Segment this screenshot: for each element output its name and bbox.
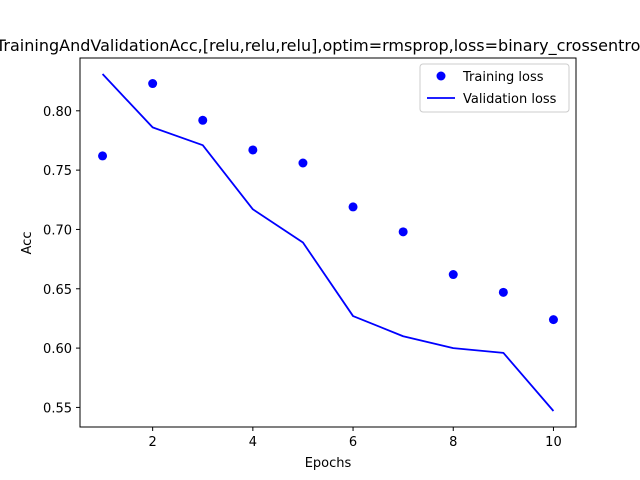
data-point bbox=[348, 202, 358, 212]
data-point bbox=[98, 151, 108, 161]
y-tick-label: 0.70 bbox=[43, 223, 72, 238]
x-tick-label: 6 bbox=[349, 435, 357, 450]
x-axis-label: Epochs bbox=[305, 456, 352, 471]
x-tick-label: 10 bbox=[545, 435, 562, 450]
data-point bbox=[448, 270, 458, 280]
x-tick-label: 8 bbox=[449, 435, 457, 450]
legend-label: Validation loss bbox=[463, 92, 557, 107]
series-line-1 bbox=[101, 73, 555, 412]
legend-marker-swatch bbox=[436, 71, 446, 81]
plot-area bbox=[98, 73, 558, 412]
y-tick-label: 0.60 bbox=[43, 342, 72, 357]
data-point bbox=[148, 79, 158, 89]
x-tick-label: 4 bbox=[249, 435, 257, 450]
axes: 2 4 6 8 10 0.55 0.60 0.65 0.70 0.75 0.80 bbox=[43, 57, 577, 450]
y-tick-label: 0.55 bbox=[43, 401, 72, 416]
y-axis-label: Acc bbox=[20, 232, 35, 255]
data-point bbox=[498, 287, 508, 297]
legend: Training loss Validation loss bbox=[419, 63, 570, 113]
plot-frame bbox=[79, 57, 577, 428]
x-tick-label: 2 bbox=[149, 435, 157, 450]
y-tick-label: 0.65 bbox=[43, 283, 72, 298]
data-point bbox=[548, 315, 558, 325]
legend-label: Training loss bbox=[462, 70, 544, 85]
data-point bbox=[398, 227, 408, 237]
y-tick-label: 0.80 bbox=[43, 105, 72, 120]
data-point bbox=[198, 115, 208, 125]
data-point bbox=[248, 145, 258, 155]
chart-title: TrainingAndValidationAcc,[relu,relu,relu… bbox=[0, 36, 640, 56]
data-point bbox=[298, 158, 308, 168]
y-tick-label: 0.75 bbox=[43, 164, 72, 179]
legend-box bbox=[419, 63, 570, 113]
